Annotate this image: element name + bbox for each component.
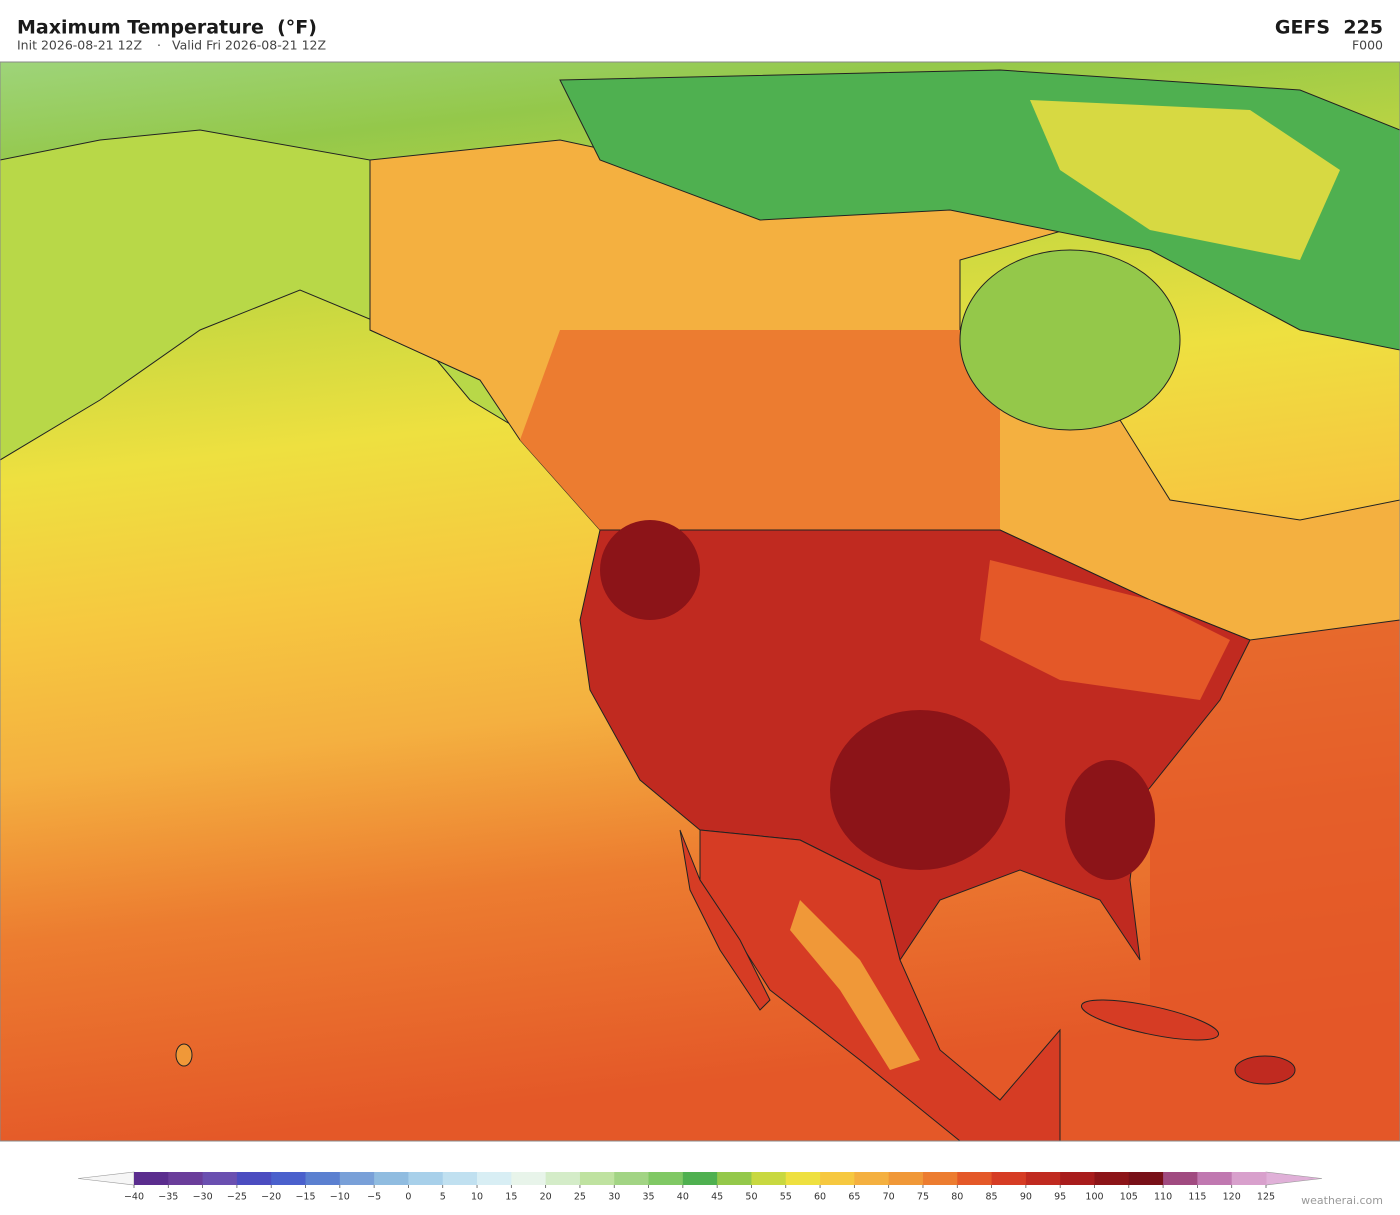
colorbar-tick-label: 20 <box>540 1192 552 1203</box>
map-title: Maximum Temperature (°F) <box>17 17 317 39</box>
colorbar-bin <box>751 1172 787 1185</box>
colorbar-bin <box>271 1172 307 1185</box>
colorbar-bin <box>820 1172 855 1185</box>
great-lakes-field <box>980 560 1230 700</box>
colorbar-tick-label: 110 <box>1154 1192 1172 1203</box>
colorbar-tick-label: −5 <box>367 1192 381 1203</box>
colorbar-bin <box>957 1172 993 1185</box>
colorbar-bin <box>408 1172 444 1185</box>
colorbar-tick-label: 40 <box>677 1192 689 1203</box>
colorbar-tick-label: −40 <box>124 1192 144 1203</box>
alaska <box>0 129 521 461</box>
colorbar-tick-label: 10 <box>471 1192 483 1203</box>
colorbar-tick-label: 95 <box>1054 1192 1066 1203</box>
colorbar-bin <box>854 1172 890 1185</box>
southeast-hot-core <box>1065 760 1155 880</box>
colorbar-tick-label: 115 <box>1188 1192 1206 1203</box>
forecast-hour: F000 <box>1352 38 1383 53</box>
colorbar-tick-label: 120 <box>1223 1192 1241 1203</box>
colorbar: −40 −35 −30 −25 −20 −15 −10 −5 0 5 10 15 20 25 30 35 40 4… <box>77 1171 1323 1203</box>
separator: · <box>157 38 161 53</box>
colorbar-bin <box>168 1172 204 1185</box>
colorbar-tick-label: 45 <box>711 1192 723 1203</box>
colorbar-bin <box>374 1172 409 1185</box>
colorbar-bin <box>717 1172 752 1185</box>
hispaniola <box>1234 1055 1296 1085</box>
valid-time: Valid Fri 2026-08-21 12Z <box>172 38 326 53</box>
colorbar-bin <box>1231 1172 1267 1185</box>
colorbar-tick-label: −25 <box>227 1192 247 1203</box>
sierra-madre-field <box>790 900 920 1070</box>
colorbar-bin <box>579 1172 615 1185</box>
colorbar-tick-label: 60 <box>814 1192 826 1203</box>
colorbar-tick-label: 105 <box>1120 1192 1138 1203</box>
colorbar-tick-label: 70 <box>883 1192 895 1203</box>
colorbar-bin <box>614 1172 650 1185</box>
colorbar-tick-label: 65 <box>848 1192 860 1203</box>
map-frame <box>0 61 1400 1142</box>
colorbar-bin <box>922 1172 958 1185</box>
colorbar-tick-label: −35 <box>158 1192 178 1203</box>
baffin-field <box>1030 100 1340 260</box>
plains-hot-core <box>830 710 1010 870</box>
colorbar-tick-label: 125 <box>1257 1192 1275 1203</box>
colorbar-tick-label: 0 <box>405 1192 411 1203</box>
colorbar-extend-high <box>1265 1171 1323 1186</box>
map <box>0 61 1400 1142</box>
colorbar-tick-label: 80 <box>951 1192 963 1203</box>
colorbar-bin <box>511 1172 547 1185</box>
colorbar-bin <box>236 1172 272 1185</box>
colorbar-bin <box>888 1172 924 1185</box>
colorbar-bin <box>785 1172 821 1185</box>
colorbar-tick-label: −30 <box>193 1192 213 1203</box>
hudson-bay <box>959 249 1181 431</box>
model-name: GEFS 225 <box>1275 17 1383 39</box>
colorbar-bin <box>1094 1172 1130 1185</box>
colorbar-bin <box>648 1172 684 1185</box>
colorbar-tick-label: 55 <box>780 1192 792 1203</box>
colorbar-tick-label: 5 <box>440 1192 446 1203</box>
colorbar-tick-label: 90 <box>1020 1192 1032 1203</box>
colorbar-tick-label: 15 <box>505 1192 517 1203</box>
hawaii <box>175 1043 193 1067</box>
baja-california <box>679 829 771 1011</box>
colorbar-bin <box>305 1172 341 1185</box>
colorbar-bin <box>991 1172 1027 1185</box>
colorbar-tick-label: 25 <box>574 1192 586 1203</box>
colorbar-bin <box>442 1172 478 1185</box>
colorbar-tick-label: 85 <box>986 1192 998 1203</box>
colorbar-bin <box>134 1172 169 1185</box>
init-time: Init 2026-08-21 12Z <box>17 38 142 53</box>
colorbar-tick-label: −15 <box>295 1192 315 1203</box>
colorbar-bin <box>545 1172 581 1185</box>
colorbar-bin <box>682 1172 718 1185</box>
colorbar-bin <box>1163 1172 1198 1185</box>
colorbar-bin <box>1197 1172 1233 1185</box>
colorbar-bin <box>202 1172 238 1185</box>
colorbar-tick-label: 30 <box>608 1192 620 1203</box>
credit: weatherai.com <box>1301 1194 1383 1207</box>
mexico <box>699 829 1061 1142</box>
colorbar-tick-label: −20 <box>261 1192 281 1203</box>
colorbar-bin <box>477 1172 512 1185</box>
colorbar-tick-label: −10 <box>330 1192 350 1203</box>
prairies-field <box>520 330 1000 530</box>
colorbar-bin <box>339 1172 375 1185</box>
colorbar-bin <box>1025 1172 1061 1185</box>
northwest-hot-core <box>600 520 700 620</box>
colorbar-bin <box>1128 1172 1164 1185</box>
colorbar-extend-low <box>77 1171 135 1186</box>
colorbar-bin <box>1060 1172 1095 1185</box>
colorbar-tick-label: 100 <box>1085 1192 1103 1203</box>
colorbar-tick-label: 35 <box>642 1192 654 1203</box>
colorbar-tick-label: 75 <box>917 1192 929 1203</box>
cuba <box>1080 999 1220 1041</box>
colorbar-tick-label: 50 <box>745 1192 757 1203</box>
